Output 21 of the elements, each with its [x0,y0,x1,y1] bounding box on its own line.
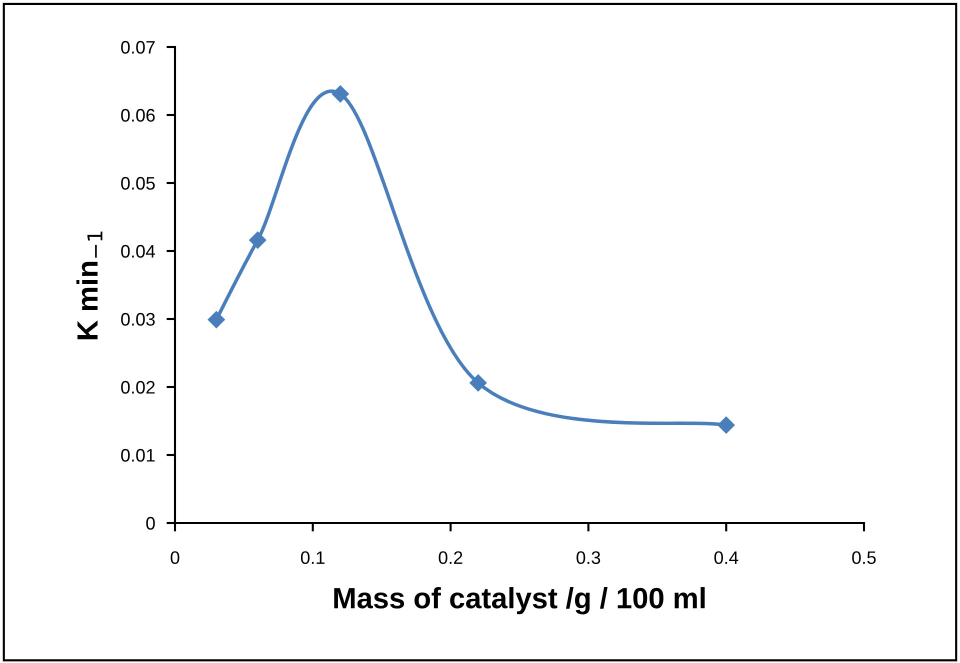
y-tick-label: 0.06 [121,108,155,122]
x-tick-label: 0 [170,551,180,564]
point [208,311,225,328]
y-tick-label: 0.02 [121,380,155,394]
point [718,416,735,434]
x-tick-label: 0.5 [852,551,876,564]
y-tick-label: 0.07 [121,40,155,54]
x-tick-label: 0.4 [714,551,738,564]
x-axis-title: Mass of catalyst /g / 100 ml [334,587,705,614]
x-tick-label: 0.3 [576,551,600,564]
y-tick-label: 0.03 [121,312,155,326]
y-axis-title: K min$_{−1}$ [76,232,102,340]
point [332,85,349,102]
x-tick-label: 0.1 [300,551,324,564]
y-tick-label: 0.04 [121,244,156,258]
point [470,374,487,392]
y-tick-label: 0 [146,516,155,530]
point [249,232,266,249]
x-tick-label: 0.2 [438,551,462,564]
y-tick-label: 0.01 [121,448,155,462]
y-tick-label: 0.05 [121,176,155,190]
